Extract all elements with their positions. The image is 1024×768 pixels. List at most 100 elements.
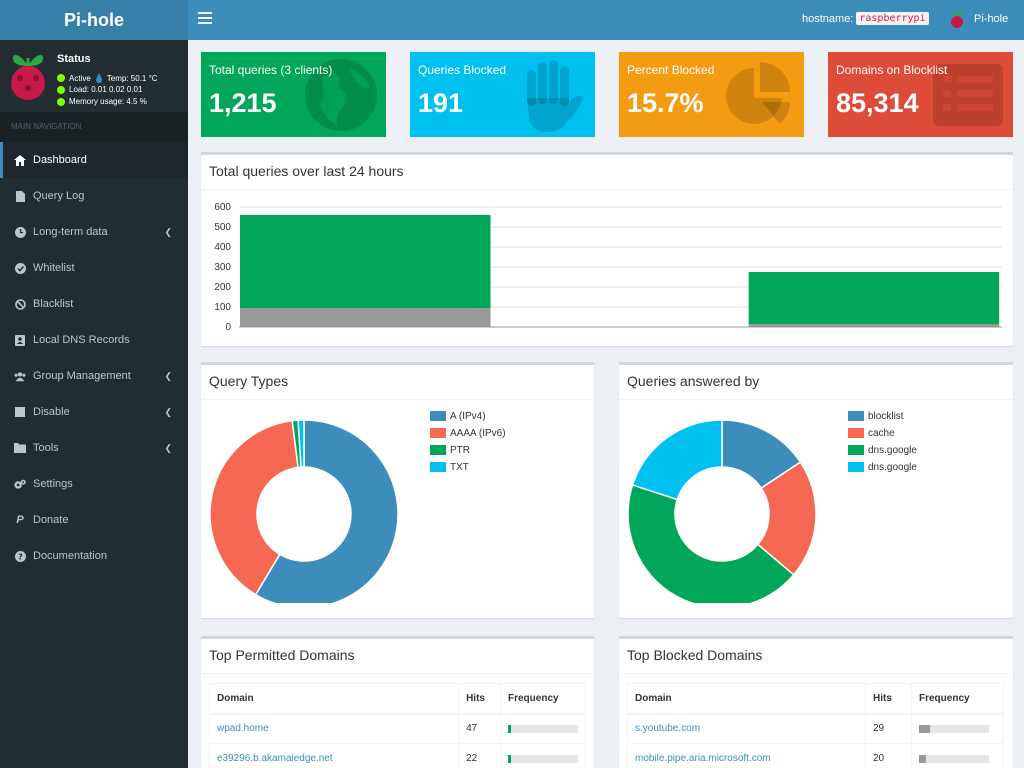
legend-item[interactable]: cache — [848, 426, 917, 440]
stat-value: 85,314 — [836, 88, 919, 118]
donut-slice — [254, 419, 399, 603]
status-active: Active — [69, 73, 91, 83]
column-header[interactable]: Frequency — [911, 683, 1004, 715]
legend-item[interactable]: AAAA (IPv6) — [430, 426, 506, 440]
domain-link[interactable]: wpad.home — [217, 723, 269, 735]
sidebar-item-long-term-data[interactable]: Long-term data ❮ — [0, 214, 188, 250]
stat-label: Total queries (3 clients) — [209, 63, 333, 77]
y-tick-label: 400 — [214, 242, 231, 253]
sidebar-item-donate[interactable]: P Donate — [0, 502, 188, 538]
total-queries-box: Total queries (3 clients) 1,215 — [201, 52, 386, 137]
column-header[interactable]: Domain — [208, 683, 460, 715]
sidebar-item-group-management[interactable]: Group Management ❮ — [0, 358, 188, 394]
frequency-bar — [508, 724, 578, 733]
legend-swatch — [430, 411, 446, 421]
paypal-icon: P — [16, 514, 24, 526]
sidebar-item-whitelist[interactable]: Whitelist — [0, 250, 188, 286]
legend-item[interactable]: dns.google — [848, 460, 917, 474]
clock-icon — [14, 226, 26, 238]
legend-item[interactable]: blocklist — [848, 409, 917, 423]
panel-title: Queries answered by — [627, 373, 760, 389]
sidebar-item-disable[interactable]: Disable ❮ — [0, 394, 188, 430]
legend-swatch — [430, 428, 446, 438]
sidebar-item-label: Local DNS Records — [33, 334, 130, 346]
y-tick-label: 0 — [225, 322, 231, 333]
top-navbar: hostname: raspberrypi Pi-hole — [188, 0, 1024, 40]
column-header[interactable]: Domain — [627, 683, 866, 715]
bar-segment — [240, 215, 491, 308]
hostname-info: hostname: raspberrypi — [802, 12, 929, 25]
domain-link[interactable]: mobile.pipe.aria.microsoft.com — [635, 753, 771, 764]
hostname-label: hostname: — [802, 12, 854, 25]
sidebar-item-settings[interactable]: Settings — [0, 466, 188, 502]
bar-segment — [748, 324, 1000, 327]
sidebar-item-label: Whitelist — [33, 262, 75, 274]
svg-text:?: ? — [18, 552, 23, 561]
status-load: Load: 0.01 0.02 0.01 — [69, 85, 143, 94]
column-header[interactable]: Hits — [865, 683, 912, 715]
sidebar-item-local-dns-records[interactable]: Local DNS Records — [0, 322, 188, 358]
panel-title: Top Blocked Domains — [627, 647, 763, 663]
query-types-panel: Query Types A (IPv4) AAAA (IPv6) PTR TXT — [201, 362, 594, 618]
status-active-line: Active Temp: 50.1 °C — [57, 73, 158, 83]
column-header[interactable]: Frequency — [500, 683, 586, 715]
sidebar-item-label: Long-term data — [33, 226, 108, 238]
legend-item[interactable]: A (IPv4) — [430, 409, 506, 423]
legend-label: cache — [868, 427, 895, 439]
stat-value: 15.7% — [627, 88, 704, 118]
sidebar-item-tools[interactable]: Tools ❮ — [0, 430, 188, 466]
hits-cell: 20 — [865, 743, 912, 768]
column-header[interactable]: Hits — [458, 683, 501, 715]
file-icon — [14, 190, 26, 202]
donut-slice — [631, 419, 723, 501]
sidebar-item-label: Dashboard — [33, 154, 87, 166]
active-status-icon — [57, 74, 65, 82]
user-menu[interactable]: Pi-hole — [948, 9, 1008, 29]
legend-swatch — [430, 462, 446, 472]
sidebar-item-blacklist[interactable]: Blacklist — [0, 286, 188, 322]
sidebar-item-query-log[interactable]: Query Log — [0, 178, 188, 214]
y-tick-label: 300 — [214, 262, 231, 273]
domain-link[interactable]: e39296.b.akamaiedge.net — [217, 753, 333, 764]
stat-label: Queries Blocked — [418, 63, 507, 77]
load-status-icon — [57, 85, 65, 94]
legend-item[interactable]: PTR — [430, 443, 506, 457]
hits-cell: 22 — [458, 743, 501, 768]
legend-swatch — [848, 445, 864, 455]
status-memory: Memory usage: 4.5 % — [69, 97, 147, 106]
answered-by-legend: blocklist cache dns.google dns.google — [848, 409, 917, 477]
domain-link[interactable]: s.youtube.com — [635, 723, 701, 735]
hostname-value: raspberrypi — [856, 12, 929, 25]
status-panel: Status Active Temp: 50.1 °C Load: 0.01 0… — [0, 40, 188, 112]
hand-icon — [527, 60, 583, 132]
domains-blocklist-box: Domains on Blocklist 85,314 — [828, 52, 1013, 137]
sidebar-item-dashboard[interactable]: Dashboard — [0, 142, 188, 178]
hits-cell: 47 — [458, 713, 501, 744]
check-circle-icon — [14, 262, 26, 274]
y-tick-label: 100 — [214, 302, 231, 313]
sidebar-item-documentation[interactable]: ? Documentation — [0, 538, 188, 574]
legend-label: dns.google — [868, 461, 917, 473]
sidebar-item-label: Tools — [33, 442, 59, 454]
bar-segment — [240, 308, 491, 327]
panel-title: Total queries over last 24 hours — [209, 163, 404, 179]
chevron-left-icon: ❮ — [164, 443, 172, 453]
hits-cell: 29 — [865, 713, 912, 744]
pihole-logo-icon — [11, 55, 45, 100]
chevron-left-icon: ❮ — [164, 371, 172, 381]
sidebar-toggle-icon[interactable] — [198, 12, 212, 26]
table-row: mobile.pipe.aria.microsoft.com 20 — [627, 743, 1004, 768]
legend-item[interactable]: dns.google — [848, 443, 917, 457]
ban-icon — [14, 298, 26, 310]
app-logo[interactable]: Pi-hole — [0, 0, 188, 40]
legend-item[interactable]: TXT — [430, 460, 506, 474]
frequency-bar — [919, 724, 989, 733]
percent-blocked-box: Percent Blocked 15.7% — [619, 52, 804, 137]
chevron-left-icon: ❮ — [164, 407, 172, 417]
folder-icon — [14, 442, 26, 454]
memory-status-icon — [57, 97, 65, 106]
queries-bar-chart: 600 500 400 300 200 100 0 — [214, 202, 1002, 333]
top-blocked-table: Domain Hits Frequency s.youtube.com 29 m… — [627, 683, 1004, 768]
status-temp: Temp: 50.1 °C — [106, 73, 158, 83]
queries-over-time-panel: Total queries over last 24 hours 600 500 4… — [201, 152, 1013, 346]
